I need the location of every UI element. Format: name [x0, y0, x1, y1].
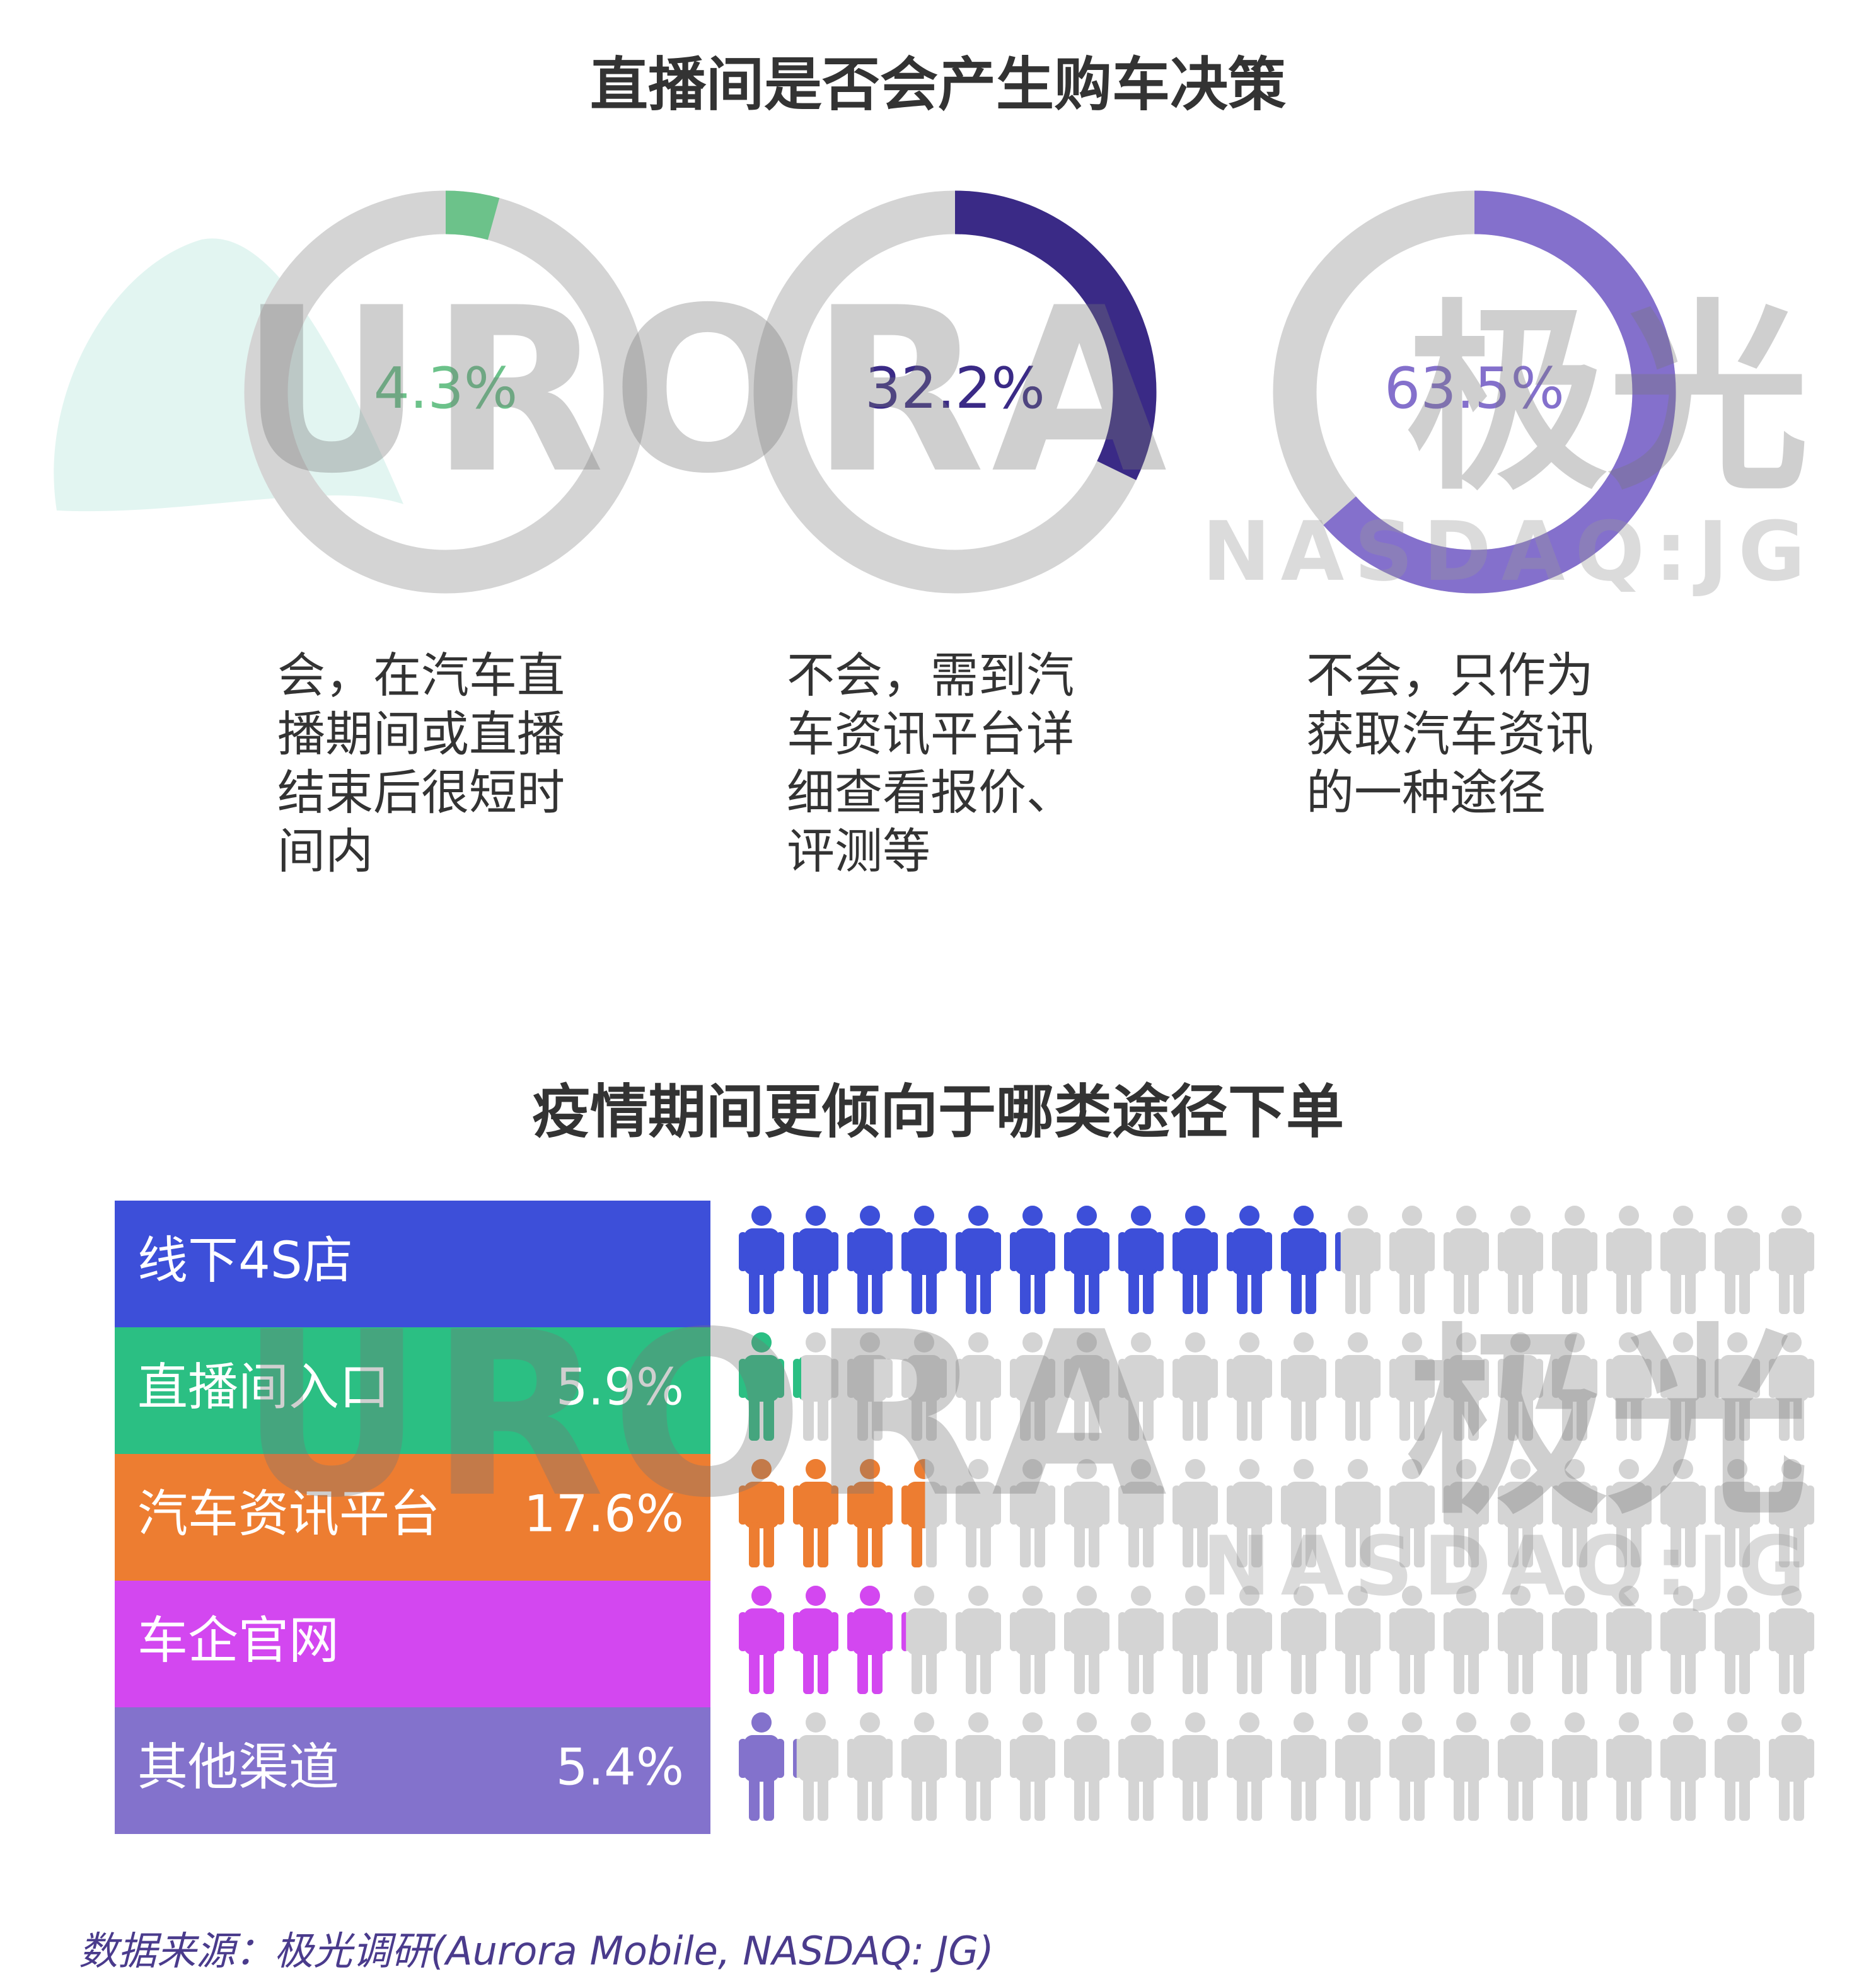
icon-track	[1227, 1332, 1272, 1441]
icon-track	[1769, 1712, 1814, 1821]
icon-track	[1444, 1712, 1489, 1821]
source-note: 数据来源：极光调研(Aurora Mobile, NASDAQ: JG)	[79, 1928, 994, 1974]
icon-track	[901, 1586, 947, 1694]
icon-track	[1281, 1712, 1326, 1821]
category-label: 车企官网	[137, 1611, 339, 1670]
icon-track	[1389, 1712, 1435, 1821]
icon	[1172, 1206, 1218, 1314]
icon-track	[1606, 1712, 1652, 1821]
category-label: 直播间入口	[137, 1358, 390, 1416]
watermark-shape	[54, 238, 404, 512]
icon	[1227, 1206, 1272, 1314]
icon-track	[1335, 1712, 1381, 1821]
watermark-brand: URORA	[240, 1283, 1173, 1547]
icon	[739, 1586, 784, 1694]
icon-track	[1172, 1332, 1218, 1441]
icon	[793, 1586, 838, 1694]
watermark-ticker: NASDAQ:JG	[1202, 1518, 1815, 1614]
donut-arc	[1273, 190, 1676, 594]
category-label: 其他渠道	[137, 1738, 339, 1796]
watermark-brand-cn: 极光	[1406, 283, 1809, 517]
category-label: 线下4S店	[137, 1231, 353, 1289]
icon-track	[956, 1586, 1001, 1694]
icon-bar	[739, 1712, 797, 1821]
icon-track	[1335, 1332, 1381, 1441]
category-label: 汽车资讯平台	[137, 1484, 440, 1543]
icon-track	[1660, 1712, 1706, 1821]
watermark-brand-cn: 极光	[1406, 1307, 1809, 1542]
icon-track	[1064, 1712, 1109, 1821]
watermark-brand: URORA	[240, 259, 1173, 523]
icon-track	[1498, 1712, 1543, 1821]
donut-arc	[753, 190, 1157, 594]
category-band	[115, 1707, 710, 1834]
icon	[739, 1712, 784, 1821]
value-label: 32.2%	[865, 355, 1045, 422]
icon-track	[1118, 1586, 1164, 1694]
icon-track	[1660, 1206, 1706, 1314]
icon	[1281, 1206, 1326, 1314]
icon-track	[847, 1712, 893, 1821]
icon-track	[1715, 1712, 1760, 1821]
category-band	[115, 1454, 710, 1581]
icon	[847, 1586, 893, 1694]
chart-title: 直播间是否会产生购车决策	[589, 51, 1286, 118]
icon-track	[1389, 1206, 1435, 1314]
value-label: 63.5%	[1384, 355, 1565, 422]
watermark-ticker: NASDAQ:JG	[1202, 504, 1815, 599]
icon-track	[1118, 1712, 1164, 1821]
icon-track	[1498, 1206, 1543, 1314]
category-label: 不会，只作为获取汽车资讯的一种途径	[1306, 647, 1594, 821]
icon-track	[1010, 1586, 1055, 1694]
icon-track	[1444, 1206, 1489, 1314]
value-label: 4.3%	[374, 355, 518, 422]
icon-track	[793, 1712, 838, 1821]
category-label: 会，在汽车直播期间或直播结束后很短时间内	[277, 647, 565, 879]
icon-track	[1552, 1206, 1597, 1314]
donut-arc	[244, 190, 647, 594]
value-label: 5.4%	[556, 1738, 684, 1796]
icon-track	[956, 1712, 1001, 1821]
icon-track	[1010, 1712, 1055, 1821]
icon-track	[1064, 1586, 1109, 1694]
chart-title: 疫情期间更倾向于哪类途径下单	[531, 1078, 1344, 1146]
icon-track	[1172, 1712, 1218, 1821]
icon-track	[1227, 1712, 1272, 1821]
value-label: 5.9%	[556, 1358, 684, 1416]
category-band	[115, 1201, 710, 1327]
icon-track	[1552, 1712, 1597, 1821]
value-label: 17.6%	[524, 1484, 684, 1543]
icon-track	[1281, 1332, 1326, 1441]
category-band	[115, 1581, 710, 1707]
icon-track	[1606, 1206, 1652, 1314]
icon-track	[1769, 1206, 1814, 1314]
category-label: 不会，需到汽车资讯平台详细查看报价、评测等	[787, 647, 1074, 879]
icon-track	[1335, 1206, 1381, 1314]
icon-track	[901, 1712, 947, 1821]
category-band	[115, 1327, 710, 1454]
icon-track	[1715, 1206, 1760, 1314]
